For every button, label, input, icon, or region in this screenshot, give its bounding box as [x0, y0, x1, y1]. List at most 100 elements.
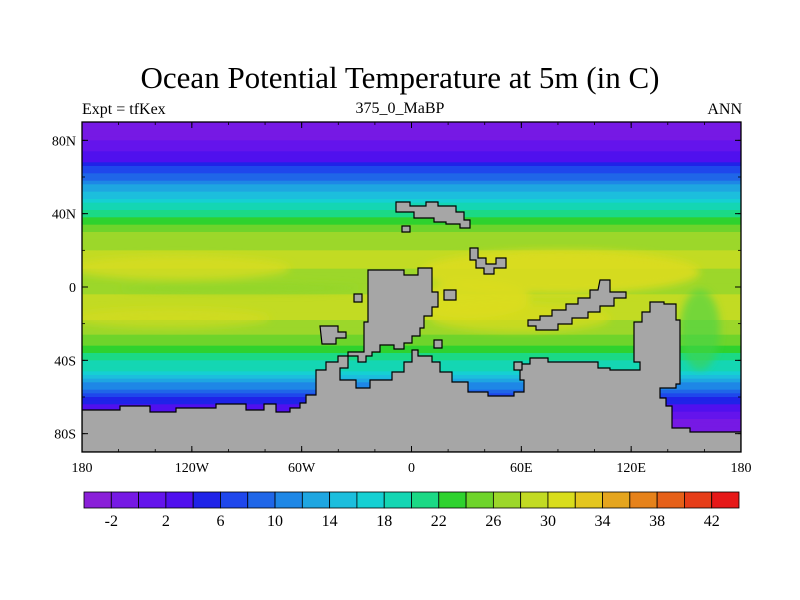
- island-small-east: [513, 361, 523, 371]
- sst-band: [82, 246, 741, 251]
- sst-band: [82, 342, 741, 347]
- cool-tongue-equator: [120, 283, 360, 293]
- island-small-north: [443, 289, 457, 301]
- colorbar-swatch: [274, 491, 303, 509]
- colorbar-swatch: [356, 491, 385, 509]
- sst-band: [82, 235, 741, 240]
- colorbar-swatch: [138, 491, 167, 509]
- colorbar-swatch: [383, 491, 412, 509]
- sst-band: [82, 169, 741, 174]
- sst-band: [82, 188, 741, 193]
- period-label: 375_0_MaBP: [355, 100, 445, 117]
- x-tick-label: 60W: [288, 461, 316, 476]
- sst-band: [82, 217, 741, 222]
- colorbar-tick-label: 2: [162, 513, 170, 530]
- colorbar-swatch: [465, 491, 494, 509]
- sst-band: [82, 191, 741, 196]
- colorbar-swatch: [220, 491, 249, 509]
- colorbar-swatch: [656, 491, 685, 509]
- colorbar-swatch: [574, 491, 603, 509]
- colorbar-tick-label: 18: [376, 513, 392, 530]
- y-tick-label: 40N: [52, 208, 76, 223]
- sst-band: [82, 173, 741, 178]
- colorbar-swatch: [492, 491, 522, 509]
- sst-band: [82, 177, 741, 182]
- colorbar-tick-label: 38: [649, 513, 665, 530]
- sst-band: [82, 221, 741, 226]
- sst-band: [82, 129, 741, 134]
- sst-band: [82, 133, 741, 138]
- colorbar-swatch: [165, 491, 194, 509]
- island-small-west: [353, 293, 363, 303]
- x-tick-label: 0: [408, 461, 415, 476]
- continent-gondwana: [82, 267, 741, 452]
- y-tick-label: 80N: [52, 134, 76, 149]
- x-tick-label: 120W: [175, 461, 210, 476]
- sst-band: [82, 144, 741, 149]
- sst-band: [82, 202, 741, 207]
- colorbar-swatch: [247, 491, 276, 509]
- sst-band: [82, 158, 741, 163]
- land-masses: [82, 201, 741, 452]
- y-tick-label: 40S: [54, 354, 76, 369]
- colorbar-swatch: [83, 491, 112, 509]
- colorbar-tick-label: 34: [595, 513, 611, 530]
- island-small-south: [433, 339, 443, 349]
- colorbar-swatch: [711, 491, 740, 509]
- sst-band: [82, 254, 741, 259]
- island-chain-east: [469, 247, 507, 275]
- season-label: ANN: [707, 101, 742, 118]
- colorbar-tick-label: 14: [322, 513, 338, 530]
- sst-band: [82, 213, 741, 218]
- sst-band: [82, 250, 741, 255]
- sst-band: [82, 228, 741, 233]
- chart-title: Ocean Potential Temperature at 5m (in C): [140, 60, 660, 95]
- colorbar-tick-label: 30: [540, 513, 556, 530]
- colorbar: -2 2 6 10 14 18 22 26 30 34 38 42: [83, 491, 740, 530]
- warm-pool-rheic: [410, 282, 530, 318]
- colorbar-swatch: [602, 491, 631, 509]
- x-tick-label: 60E: [510, 461, 533, 476]
- x-tick-label: 120E: [616, 461, 646, 476]
- sst-band: [82, 199, 741, 204]
- warm-pool-tethys: [420, 250, 700, 294]
- y-tick-label: 0: [69, 281, 76, 296]
- colorbar-tick-label: 26: [485, 513, 501, 530]
- sst-band: [82, 239, 741, 244]
- colorbar-tick-label: 22: [431, 513, 447, 530]
- sst-band: [82, 162, 741, 167]
- axes: 180 120W 60W 0 60E 120E 180 80N 40N 0 40S 80S: [52, 121, 752, 476]
- sst-band: [82, 268, 741, 273]
- colorbar-swatch: [438, 491, 467, 509]
- island-small-mid: [319, 325, 347, 345]
- sst-band: [82, 151, 741, 156]
- colorbar-tick-label: 42: [704, 513, 720, 530]
- colorbar-swatch: [629, 491, 658, 509]
- island-west-europe: [401, 225, 411, 233]
- colorbar-tick-label: 6: [216, 513, 224, 530]
- sst-band: [82, 147, 741, 152]
- sst-band: [82, 195, 741, 200]
- colorbar-swatch: [110, 491, 139, 509]
- colorbar-swatch: [329, 491, 358, 509]
- warm-pool-north-pacific: [82, 256, 290, 280]
- island-arc-tethys: [527, 279, 627, 331]
- colorbar-swatch: [520, 491, 549, 509]
- colorbar-tick-label: 10: [267, 513, 283, 530]
- sst-band: [82, 180, 741, 185]
- sst-band: [82, 155, 741, 160]
- continent-laurussia: [395, 201, 471, 229]
- sst-band: [82, 265, 741, 270]
- sst-band: [82, 345, 741, 350]
- y-tick-label: 80S: [54, 428, 76, 443]
- experiment-label: Expt = tfKex: [82, 101, 166, 118]
- colorbar-swatch: [192, 491, 221, 509]
- colorbar-swatch: [684, 491, 713, 509]
- sst-band: [82, 136, 741, 141]
- colorbar-tick-label: -2: [105, 513, 118, 530]
- sst-band: [82, 140, 741, 145]
- sst-band: [82, 224, 741, 229]
- sst-band: [82, 243, 741, 248]
- colorbar-swatch: [547, 491, 576, 509]
